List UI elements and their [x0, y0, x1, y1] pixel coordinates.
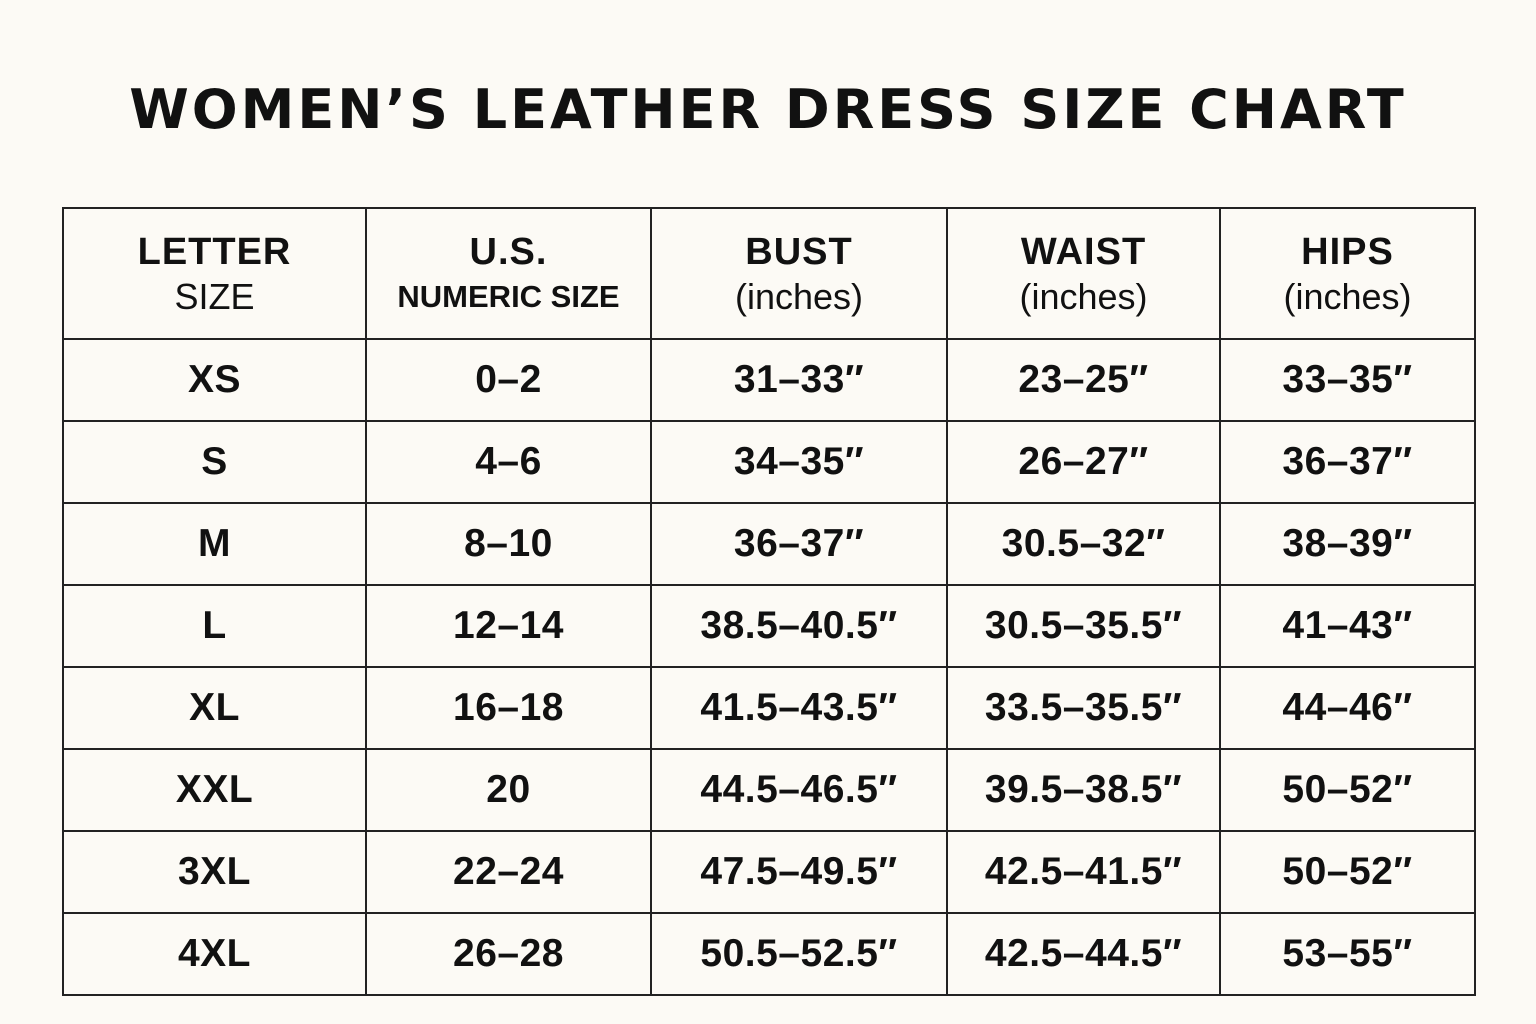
- table-cell: 50–52″: [1219, 830, 1476, 914]
- column-header: HIPS (inches): [1219, 207, 1476, 340]
- table-cell: 42.5–41.5″: [946, 830, 1221, 914]
- table-cell: 50–52″: [1219, 748, 1476, 832]
- table-cell: M: [62, 502, 367, 586]
- table-cell: 39.5–38.5″: [946, 748, 1221, 832]
- table-row: XS 0–2 31–33″ 23–25″ 33–35″: [62, 338, 1476, 422]
- table-body: XS 0–2 31–33″ 23–25″ 33–35″ S 4–6 34–35″ 26–27″ 3…: [62, 338, 1476, 996]
- table-cell: 42.5–44.5″: [946, 912, 1221, 996]
- table-cell: 20: [365, 748, 652, 832]
- table-cell: 26–28: [365, 912, 652, 996]
- table-cell: XL: [62, 666, 367, 750]
- header-sublabel: NUMERIC SIZE: [397, 278, 620, 314]
- column-header: BUST (inches): [650, 207, 948, 340]
- table-cell: 47.5–49.5″: [650, 830, 948, 914]
- header-label: U.S.: [469, 230, 548, 273]
- page-title: WOMEN’S LEATHER DRESS SIZE CHART: [129, 78, 1407, 141]
- table-row: XXL 20 44.5–46.5″ 39.5–38.5″ 50–52″: [62, 748, 1476, 832]
- header-sublabel: (inches): [1283, 275, 1412, 317]
- table-cell: 41–43″: [1219, 584, 1476, 668]
- column-header: LETTER SIZE: [62, 207, 367, 340]
- table-row: S 4–6 34–35″ 26–27″ 36–37″: [62, 420, 1476, 504]
- table-cell: 22–24: [365, 830, 652, 914]
- table-row: 4XL 26–28 50.5–52.5″ 42.5–44.5″ 53–55″: [62, 912, 1476, 996]
- header-sublabel: (inches): [1019, 275, 1148, 317]
- table-row: M 8–10 36–37″ 30.5–32″ 38–39″: [62, 502, 1476, 586]
- table-row: 3XL 22–24 47.5–49.5″ 42.5–41.5″ 50–52″: [62, 830, 1476, 914]
- table-cell: 31–33″: [650, 338, 948, 422]
- table-cell: 34–35″: [650, 420, 948, 504]
- table-cell: 33–35″: [1219, 338, 1476, 422]
- header-sublabel: (inches): [734, 275, 864, 317]
- table-cell: 38.5–40.5″: [650, 584, 948, 668]
- header-label: BUST: [745, 230, 853, 273]
- size-table: LETTER SIZE U.S. NUMERIC SIZE BUST (inches) WA…: [62, 207, 1476, 996]
- table-row: XL 16–18 41.5–43.5″ 33.5–35.5″ 44–46″: [62, 666, 1476, 750]
- table-cell: 38–39″: [1219, 502, 1476, 586]
- table-cell: 4–6: [365, 420, 652, 504]
- header-label: LETTER: [137, 230, 292, 273]
- table-row: L 12–14 38.5–40.5″ 30.5–35.5″ 41–43″: [62, 584, 1476, 668]
- table-cell: 30.5–35.5″: [946, 584, 1221, 668]
- table-cell: 36–37″: [1219, 420, 1476, 504]
- table-cell: 53–55″: [1219, 912, 1476, 996]
- table-cell: L: [62, 584, 367, 668]
- table-cell: 30.5–32″: [946, 502, 1221, 586]
- table-cell: 0–2: [365, 338, 652, 422]
- table-cell: 41.5–43.5″: [650, 666, 948, 750]
- table-cell: 44–46″: [1219, 666, 1476, 750]
- table-cell: 4XL: [62, 912, 367, 996]
- table-cell: 3XL: [62, 830, 367, 914]
- table-cell: S: [62, 420, 367, 504]
- table-cell: XXL: [62, 748, 367, 832]
- table-cell: 50.5–52.5″: [650, 912, 948, 996]
- table-cell: 44.5–46.5″: [650, 748, 948, 832]
- table-cell: 8–10: [365, 502, 652, 586]
- table-cell: XS: [62, 338, 367, 422]
- table-cell: 12–14: [365, 584, 652, 668]
- column-header: U.S. NUMERIC SIZE: [365, 207, 652, 340]
- table-cell: 26–27″: [946, 420, 1221, 504]
- header-label: HIPS: [1301, 230, 1394, 273]
- column-header: WAIST (inches): [946, 207, 1221, 340]
- table-cell: 23–25″: [946, 338, 1221, 422]
- table-cell: 36–37″: [650, 502, 948, 586]
- table-cell: 16–18: [365, 666, 652, 750]
- header-sublabel: SIZE: [174, 275, 255, 317]
- table-cell: 33.5–35.5″: [946, 666, 1221, 750]
- header-row: LETTER SIZE U.S. NUMERIC SIZE BUST (inches) WA…: [62, 207, 1476, 340]
- header-label: WAIST: [1020, 230, 1147, 273]
